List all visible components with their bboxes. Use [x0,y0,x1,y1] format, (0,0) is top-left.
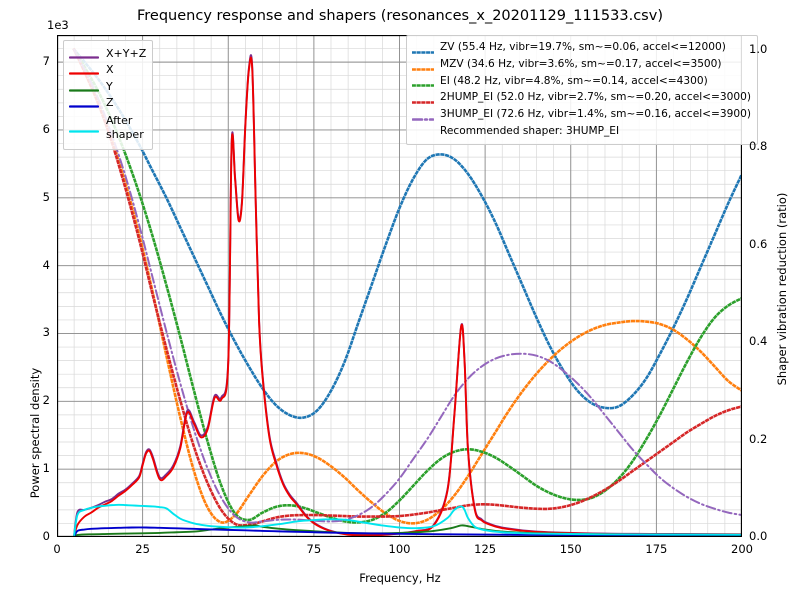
legend-item[interactable]: ZV (55.4 Hz, vibr=19.7%, sm~=0.06, accel… [411,39,751,56]
legend-item-label: MZV (34.6 Hz, vibr=3.6%, sm~=0.17, accel… [440,57,722,70]
x-tick-label: 75 [306,542,322,556]
x-tick-label: 200 [731,542,753,556]
plot-area [57,35,742,537]
legend-color-swatch [68,81,100,92]
legend-item[interactable]: Z [68,95,146,112]
legend-item-label: After shaper [106,114,144,141]
y-axis-exponent: 1e3 [47,18,69,32]
x-tick-label: 50 [220,542,236,556]
series-line-after-shaper [73,503,742,537]
legend-color-swatch [411,43,435,54]
legend-item-label: Z [106,96,114,110]
y-tick-label: 1 [42,461,50,476]
legend-color-swatch [411,76,435,88]
legend-item[interactable]: EI (48.2 Hz, vibr=4.8%, sm~=0.14, accel<… [411,73,751,90]
legend-color-swatch [68,48,100,59]
legend-color-swatch [68,97,100,108]
x-axis-label: Frequency, Hz [359,571,441,585]
legend-item[interactable]: X+Y+Z [68,45,147,62]
right-y-axis-label-wrap: Shaper vibration reduction (ratio) [772,140,792,440]
x-tick-label: 0 [53,542,61,556]
x-tick-label: 100 [388,542,411,556]
plot-frame [57,35,742,537]
legend-item-label: EI (48.2 Hz, vibr=4.8%, sm~=0.14, accel<… [440,74,708,87]
x-tick-label: 25 [135,542,150,556]
legend-item[interactable]: MZV (34.6 Hz, vibr=3.6%, sm~=0.17, accel… [411,56,751,73]
right-y-tick-label: 0.4 [749,334,768,349]
right-y-tick-label: 0.8 [749,139,768,154]
plot-canvas [57,35,742,537]
y-tick-label: 6 [42,121,50,136]
y-tick-label: 3 [42,325,50,340]
right-y-tick-label: 0.6 [749,236,768,251]
series-line-3hump-ei [73,48,742,524]
legend-item[interactable]: Y [68,78,146,95]
legend-item[interactable]: After shaper [68,111,146,144]
y-tick-label: 7 [42,54,50,69]
right-y-tick-label: 0.0 [749,529,768,543]
x-tick-label: 150 [559,542,582,556]
legend-item-label: X+Y+Z [106,46,147,60]
recommended-shaper-label: Recommended shaper: 3HUMP_EI [440,125,620,138]
series-line-2hump-ei [72,47,742,527]
y-tick-label: 4 [42,257,50,272]
series-line-zv [72,47,742,420]
y-tick-label: 2 [42,393,50,408]
x-tick-label: 125 [474,542,497,556]
right-y-tick-label: 1.0 [749,41,768,56]
series-line-x [73,56,742,537]
series-line-z [73,526,742,537]
legend-color-swatch [68,122,100,133]
legend-color-swatch [411,60,435,71]
legend-item-label: Y [106,79,113,93]
page-title: Frequency response and shapers (resonanc… [137,8,663,24]
legend-item-label: ZV (55.4 Hz, vibr=19.7%, sm~=0.06, accel… [440,40,726,53]
y-tick-label: 0 [42,529,50,543]
legend-item-label: 2HUMP_EI (52.0 Hz, vibr=2.7%, sm~=0.20, … [440,91,751,104]
right-y-tick-label: 0.2 [749,431,768,446]
x-tick-label: 175 [645,542,668,556]
legend-item[interactable]: 3HUMP_EI (72.6 Hz, vibr=1.4%, sm~=0.16, … [411,106,751,123]
legend-item-label: 3HUMP_EI (72.6 Hz, vibr=1.4%, sm~=0.16, … [440,108,751,121]
series-line-ei [72,47,742,524]
legend-color-swatch [68,64,100,75]
y-tick-label: 5 [42,189,50,204]
legend-item[interactable]: X [68,62,146,79]
recommended-shaper-row: Recommended shaper: 3HUMP_EI [412,123,751,140]
legend-item-label: X [106,63,114,77]
right-y-axis-label: Shaper vibration reduction (ratio) [775,192,789,386]
legend-shapers: ZV (55.4 Hz, vibr=19.7%, sm~=0.06, accel… [406,35,758,145]
legend-color-swatch [411,110,435,121]
y-axis-label: Power spectral density [28,367,42,499]
series-line-mzv [72,47,742,525]
legend-signals: X+Y+Z X Y Z After shaper [63,40,154,150]
legend-color-swatch [411,93,435,105]
y-axis-label-wrap: Power spectral density [4,190,42,498]
legend-item[interactable]: 2HUMP_EI (52.0 Hz, vibr=2.7%, sm~=0.20, … [411,89,751,106]
